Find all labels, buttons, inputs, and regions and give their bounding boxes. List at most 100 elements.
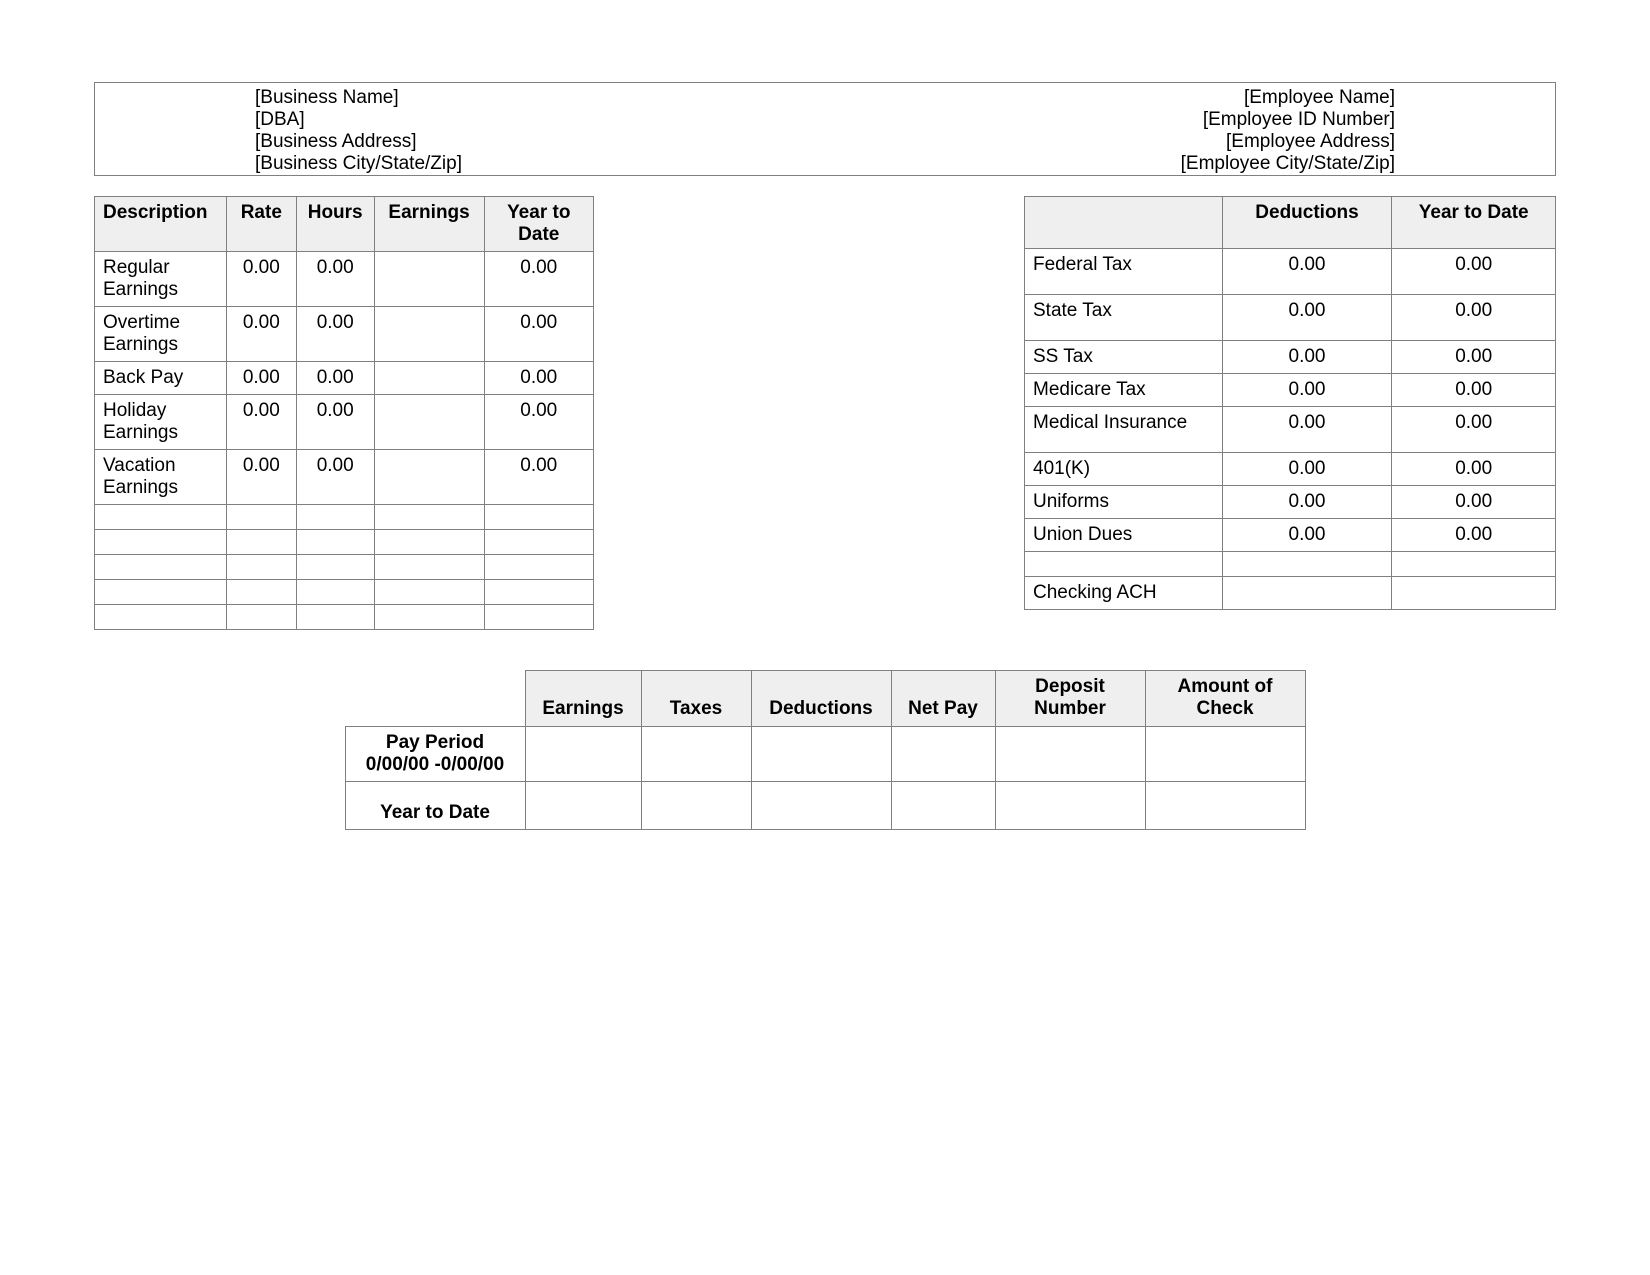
- cell-desc: Back Pay: [95, 362, 227, 395]
- business-name: [Business Name]: [255, 87, 462, 109]
- col-sum-check: Amount of Check: [1145, 671, 1305, 727]
- cell: [1145, 727, 1305, 782]
- summary-ytd-label: Year to Date: [345, 782, 525, 830]
- earnings-row: Vacation Earnings0.000.000.00: [95, 450, 594, 505]
- cell-ded-ytd: 0.00: [1392, 249, 1556, 295]
- cell-ded-label: Medical Insurance: [1025, 407, 1223, 453]
- deductions-row: State Tax0.000.00: [1025, 295, 1556, 341]
- cell-desc: Holiday Earnings: [95, 395, 227, 450]
- col-ded-label: [1025, 197, 1223, 249]
- col-rate: Rate: [226, 197, 296, 252]
- deductions-row: Federal Tax0.000.00: [1025, 249, 1556, 295]
- col-ded-ytd: Year to Date: [1392, 197, 1556, 249]
- cell-ded-ytd: 0.00: [1392, 374, 1556, 407]
- cell-hours: 0.00: [296, 395, 374, 450]
- cell-ded-label: Medicare Tax: [1025, 374, 1223, 407]
- col-deductions: Deductions: [1222, 197, 1392, 249]
- cell-ded-ytd: 0.00: [1392, 295, 1556, 341]
- cell-ytd: 0.00: [484, 307, 593, 362]
- cell-ytd: 0.00: [484, 450, 593, 505]
- cell-ded: 0.00: [1222, 374, 1392, 407]
- earnings-row: Overtime Earnings0.000.000.00: [95, 307, 594, 362]
- cell-hours: 0.00: [296, 252, 374, 307]
- cell: [995, 782, 1145, 830]
- deductions-row: Uniforms0.000.00: [1025, 486, 1556, 519]
- col-sum-deductions: Deductions: [751, 671, 891, 727]
- cell: [525, 782, 641, 830]
- cell-ded-label: Federal Tax: [1025, 249, 1223, 295]
- cell-ded-label: Uniforms: [1025, 486, 1223, 519]
- cell-ded-ytd: 0.00: [1392, 519, 1556, 552]
- cell-ded-label: Union Dues: [1025, 519, 1223, 552]
- cell-ytd: 0.00: [484, 252, 593, 307]
- cell-ded: 0.00: [1222, 295, 1392, 341]
- earnings-row: Holiday Earnings0.000.000.00: [95, 395, 594, 450]
- cell-ded-ytd: [1392, 577, 1556, 610]
- cell: [751, 727, 891, 782]
- summary-payperiod-label: Pay Period 0/00/00 -0/00/00: [345, 727, 525, 782]
- deductions-extra-row: Checking ACH: [1025, 577, 1556, 610]
- deductions-row: 401(K)0.000.00: [1025, 453, 1556, 486]
- cell-rate: 0.00: [226, 450, 296, 505]
- cell-ded: 0.00: [1222, 486, 1392, 519]
- cell-ded: [1222, 552, 1392, 577]
- cell-desc: Vacation Earnings: [95, 450, 227, 505]
- cell-hours: 0.00: [296, 307, 374, 362]
- employee-id: [Employee ID Number]: [1181, 109, 1395, 131]
- col-hours: Hours: [296, 197, 374, 252]
- col-sum-earnings: Earnings: [525, 671, 641, 727]
- deductions-row: Union Dues0.000.00: [1025, 519, 1556, 552]
- deductions-extra-row: [1025, 552, 1556, 577]
- cell-ded-ytd: [1392, 552, 1556, 577]
- cell-rate: 0.00: [226, 362, 296, 395]
- employee-name: [Employee Name]: [1181, 87, 1395, 109]
- deductions-header-row: Deductions Year to Date: [1025, 197, 1556, 249]
- earnings-blank-row: [95, 580, 594, 605]
- business-address: [Business Address]: [255, 131, 462, 153]
- cell-ded: 0.00: [1222, 519, 1392, 552]
- cell-rate: 0.00: [226, 395, 296, 450]
- cell-ded: 0.00: [1222, 453, 1392, 486]
- cell-earn: [374, 307, 484, 362]
- cell-ded-label: State Tax: [1025, 295, 1223, 341]
- col-sum-netpay: Net Pay: [891, 671, 995, 727]
- earnings-blank-row: [95, 555, 594, 580]
- cell-ded: 0.00: [1222, 249, 1392, 295]
- summary-header-row: Earnings Taxes Deductions Net Pay Deposi…: [345, 671, 1305, 727]
- cell: [641, 782, 751, 830]
- employee-address: [Employee Address]: [1181, 131, 1395, 153]
- cell-earn: [374, 395, 484, 450]
- earnings-blank-row: [95, 605, 594, 630]
- pay-stub-page: [Business Name] [DBA] [Business Address]…: [0, 0, 1650, 1275]
- employee-info: [Employee Name] [Employee ID Number] [Em…: [1181, 87, 1395, 175]
- cell-ded-ytd: 0.00: [1392, 486, 1556, 519]
- cell-ded: 0.00: [1222, 341, 1392, 374]
- summary-wrap: Earnings Taxes Deductions Net Pay Deposi…: [94, 670, 1556, 830]
- deductions-row: SS Tax0.000.00: [1025, 341, 1556, 374]
- earnings-table: Description Rate Hours Earnings Year to …: [94, 196, 594, 630]
- cell: [525, 727, 641, 782]
- summary-table: Earnings Taxes Deductions Net Pay Deposi…: [345, 670, 1306, 830]
- col-earnings: Earnings: [374, 197, 484, 252]
- earnings-blank-row: [95, 530, 594, 555]
- cell-ytd: 0.00: [484, 395, 593, 450]
- summary-row-ytd: Year to Date: [345, 782, 1305, 830]
- business-csz: [Business City/State/Zip]: [255, 153, 462, 175]
- cell-earn: [374, 362, 484, 395]
- deductions-table: Deductions Year to Date Federal Tax0.000…: [1024, 196, 1556, 610]
- header-box: [Business Name] [DBA] [Business Address]…: [94, 82, 1556, 176]
- earnings-header-row: Description Rate Hours Earnings Year to …: [95, 197, 594, 252]
- cell-ded-label: Checking ACH: [1025, 577, 1223, 610]
- cell-ded-label: SS Tax: [1025, 341, 1223, 374]
- cell-ded-ytd: 0.00: [1392, 341, 1556, 374]
- summary-row-payperiod: Pay Period 0/00/00 -0/00/00: [345, 727, 1305, 782]
- col-sum-taxes: Taxes: [641, 671, 751, 727]
- cell-desc: Overtime Earnings: [95, 307, 227, 362]
- cell-earn: [374, 450, 484, 505]
- business-info: [Business Name] [DBA] [Business Address]…: [255, 87, 462, 175]
- employee-csz: [Employee City/State/Zip]: [1181, 153, 1395, 175]
- cell-ded-label: [1025, 552, 1223, 577]
- cell: [1145, 782, 1305, 830]
- col-ytd: Year to Date: [484, 197, 593, 252]
- cell-ded: [1222, 577, 1392, 610]
